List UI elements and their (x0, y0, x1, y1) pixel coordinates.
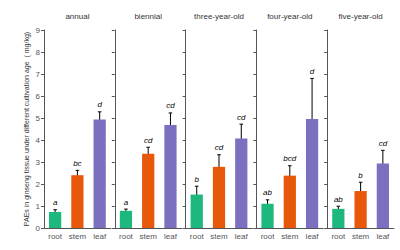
svg-text:stem: stem (69, 232, 87, 241)
svg-text:stem: stem (210, 232, 228, 241)
svg-text:five-year-old: five-year-old (339, 12, 383, 21)
svg-text:3: 3 (36, 158, 41, 167)
svg-text:ab: ab (334, 195, 343, 204)
svg-text:0: 0 (36, 224, 41, 233)
svg-text:stem: stem (281, 232, 299, 241)
svg-text:bc: bc (73, 159, 81, 168)
svg-text:b: b (195, 175, 200, 184)
svg-text:7: 7 (36, 70, 41, 79)
svg-text:stem: stem (140, 232, 158, 241)
svg-text:root: root (48, 232, 63, 241)
svg-text:stem: stem (352, 232, 370, 241)
svg-text:ab: ab (263, 188, 272, 197)
svg-text:root: root (119, 232, 134, 241)
svg-text:root: root (261, 232, 276, 241)
svg-text:leaf: leaf (306, 232, 320, 241)
svg-text:leaf: leaf (235, 232, 249, 241)
svg-text:2: 2 (36, 180, 41, 189)
svg-text:a: a (53, 198, 58, 207)
svg-text:b: b (358, 171, 363, 180)
svg-text:annual: annual (65, 12, 89, 21)
svg-text:9: 9 (36, 26, 41, 35)
svg-text:biennial: biennial (134, 12, 162, 21)
svg-text:PAEs in ginseng tissue under d: PAEs in ginseng tissue under different c… (23, 32, 31, 226)
svg-text:cd: cd (144, 136, 153, 145)
svg-text:cd: cd (166, 101, 175, 110)
svg-text:three-year-old: three-year-old (194, 12, 244, 21)
svg-text:1: 1 (36, 202, 41, 211)
svg-text:d: d (97, 100, 102, 109)
svg-text:leaf: leaf (376, 232, 390, 241)
svg-text:5: 5 (36, 114, 41, 123)
svg-text:4: 4 (36, 136, 41, 145)
svg-text:root: root (190, 232, 205, 241)
svg-text:bcd: bcd (283, 154, 296, 163)
svg-text:cd: cd (215, 143, 224, 152)
svg-text:leaf: leaf (164, 232, 178, 241)
svg-text:cd: cd (379, 139, 388, 148)
svg-text:four-year-old: four-year-old (267, 12, 312, 21)
svg-text:8: 8 (36, 48, 41, 57)
svg-text:d: d (310, 67, 315, 76)
svg-text:a: a (124, 198, 129, 207)
svg-text:6: 6 (36, 92, 41, 101)
svg-text:root: root (331, 232, 346, 241)
svg-text:leaf: leaf (93, 232, 107, 241)
svg-text:cd: cd (237, 113, 246, 122)
